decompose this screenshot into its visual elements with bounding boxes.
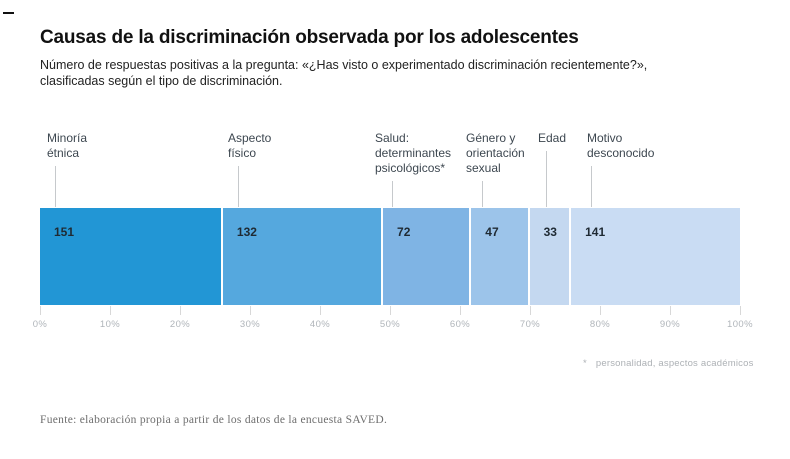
axis-tick-label: 30% — [239, 319, 261, 330]
category-label: Edad — [538, 131, 567, 145]
bar-segment-2: 132 — [222, 208, 382, 305]
stacked-bar: 151 132 72 47 33 141 — [40, 208, 740, 305]
axis-tick-label: 70% — [519, 319, 541, 330]
footnote: * personalidad, aspectos académicos — [583, 358, 754, 369]
axis-tick — [320, 306, 321, 315]
segment-value-label: 47 — [485, 225, 499, 239]
label-leader-line — [55, 166, 56, 207]
bar-segment-1: 151 — [40, 208, 221, 305]
source-note: Fuente: elaboración propia a partir de l… — [40, 414, 388, 426]
label-leader-line — [482, 181, 483, 207]
label-leader-line — [546, 151, 547, 207]
bar-segment-5: 33 — [529, 208, 570, 305]
chart-title: Causas de la discriminación observada po… — [40, 27, 579, 48]
axis-tick-label: 20% — [169, 319, 191, 330]
segment-value-label: 33 — [543, 225, 557, 239]
axis-tick-label: 50% — [379, 319, 401, 330]
segment-value-label: 141 — [585, 225, 606, 239]
category-label: Aspecto físico — [228, 131, 272, 160]
category-label: Motivo desconocido — [587, 131, 655, 160]
axis-tick — [250, 306, 251, 315]
axis-tick — [530, 306, 531, 315]
segment-value-label: 72 — [397, 225, 411, 239]
bar-segment-6: 141 — [571, 208, 740, 305]
axis-tick-label: 0% — [32, 319, 48, 330]
category-label: Salud: determinantes psicológicos* — [375, 131, 452, 175]
label-leader-line — [392, 181, 393, 207]
axis-tick-label: 80% — [589, 319, 611, 330]
axis-tick — [670, 306, 671, 315]
segment-value-label: 132 — [236, 225, 257, 239]
category-label: Género y orientación sexual — [466, 131, 525, 175]
axis-tick-label: 100% — [727, 319, 753, 330]
footnote-marker: * — [583, 358, 587, 369]
axis-tick-label: 60% — [449, 319, 471, 330]
axis-tick — [40, 306, 41, 315]
axis-tick — [740, 306, 741, 315]
axis-tick-label: 40% — [309, 319, 331, 330]
bar-segment-3: 72 — [383, 208, 470, 305]
axis-tick — [460, 306, 461, 315]
category-label: Minoría étnica — [47, 131, 88, 160]
axis-tick-label: 10% — [99, 319, 121, 330]
segment-value-label: 151 — [54, 225, 75, 239]
label-leader-line — [591, 166, 592, 207]
axis-tick — [600, 306, 601, 315]
corner-dash — [3, 12, 14, 14]
axis-tick — [180, 306, 181, 315]
footnote-text: personalidad, aspectos académicos — [595, 358, 754, 369]
axis-tick-label: 90% — [659, 319, 681, 330]
axis-tick — [110, 306, 111, 315]
label-leader-line — [238, 166, 239, 207]
bar-segment-4: 47 — [471, 208, 528, 305]
axis-tick — [390, 306, 391, 315]
chart-subtitle: Número de respuestas positivas a la preg… — [40, 58, 648, 88]
